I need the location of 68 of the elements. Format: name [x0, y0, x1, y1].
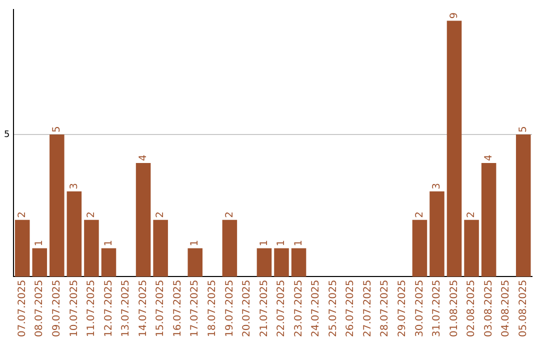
x-tick-label: 21.07.2025	[258, 280, 270, 338]
data-label: 4	[138, 154, 149, 161]
x-tick-label: 11.07.2025	[86, 280, 98, 338]
x-tick-label: 12.07.2025	[103, 280, 114, 338]
data-label: 1	[293, 240, 304, 246]
data-label: 1	[34, 240, 46, 246]
x-tick-label: 13.07.2025	[120, 280, 132, 338]
bar	[464, 220, 479, 277]
data-label: 2	[86, 211, 98, 218]
bar	[430, 191, 444, 277]
x-tick-label: 27.07.2025	[362, 280, 374, 338]
bar	[101, 248, 116, 277]
x-tick-label: 18.07.2025	[206, 280, 218, 338]
x-tick-label: 20.07.2025	[242, 280, 253, 338]
x-tick-label: 28.07.2025	[380, 280, 391, 338]
x-tick-label: 14.07.2025	[138, 280, 149, 338]
bar	[14, 220, 30, 277]
x-tick-label: 29.07.2025	[397, 280, 408, 338]
x-tick-label: 19.07.2025	[224, 280, 236, 338]
bar	[50, 134, 64, 277]
x-tick-label: 25.07.2025	[328, 280, 339, 338]
data-label: 2	[466, 211, 478, 218]
x-tick-label: 02.08.2025	[466, 280, 478, 338]
x-tick-label: 24.07.2025	[310, 280, 322, 338]
data-label: 2	[16, 211, 28, 218]
bar	[481, 162, 496, 277]
data-label: 2	[414, 211, 426, 218]
data-label: 2	[155, 211, 166, 218]
x-tick-label: 08.07.2025	[34, 280, 46, 338]
bar	[66, 191, 82, 277]
bar	[222, 220, 238, 277]
bar	[84, 220, 99, 277]
bar	[446, 20, 462, 277]
x-tick-label: 16.07.2025	[172, 280, 184, 338]
bar	[188, 248, 203, 277]
x-tick-label: 26.07.2025	[345, 280, 356, 338]
x-tick-label: 31.07.2025	[432, 280, 443, 338]
data-label: 1	[190, 240, 201, 246]
bar	[136, 162, 151, 277]
bar	[32, 248, 48, 277]
x-tick-label: 05.08.2025	[518, 280, 529, 338]
x-tick-label: 01.08.2025	[448, 280, 460, 338]
data-label: 9	[448, 12, 460, 19]
data-label: 1	[258, 240, 270, 246]
x-tick-label: 30.07.2025	[414, 280, 426, 338]
data-label: 3	[432, 183, 443, 190]
data-label: 5	[52, 126, 63, 133]
data-label: 1	[103, 240, 114, 246]
x-tick-label: 23.07.2025	[293, 280, 304, 338]
x-tick-label: 03.08.2025	[483, 280, 494, 338]
data-label: 4	[483, 154, 494, 161]
data-label: 1	[276, 240, 288, 246]
bar	[516, 134, 531, 277]
x-tick-label: 07.07.2025	[16, 280, 28, 338]
bar	[153, 220, 168, 277]
bar	[412, 220, 428, 277]
data-label: 2	[224, 211, 236, 218]
x-tick-label: 15.07.2025	[155, 280, 166, 338]
data-label: 5	[518, 126, 529, 133]
bar	[291, 248, 306, 277]
bar	[256, 248, 272, 277]
x-tick-label: 22.07.2025	[276, 280, 288, 338]
data-label: 3	[68, 183, 80, 190]
x-tick-label: 10.07.2025	[68, 280, 80, 338]
x-tick-label: 17.07.2025	[190, 280, 201, 338]
x-tick-label: 09.07.2025	[52, 280, 63, 338]
x-tick-label: 04.08.2025	[500, 280, 512, 338]
bar	[274, 248, 289, 277]
